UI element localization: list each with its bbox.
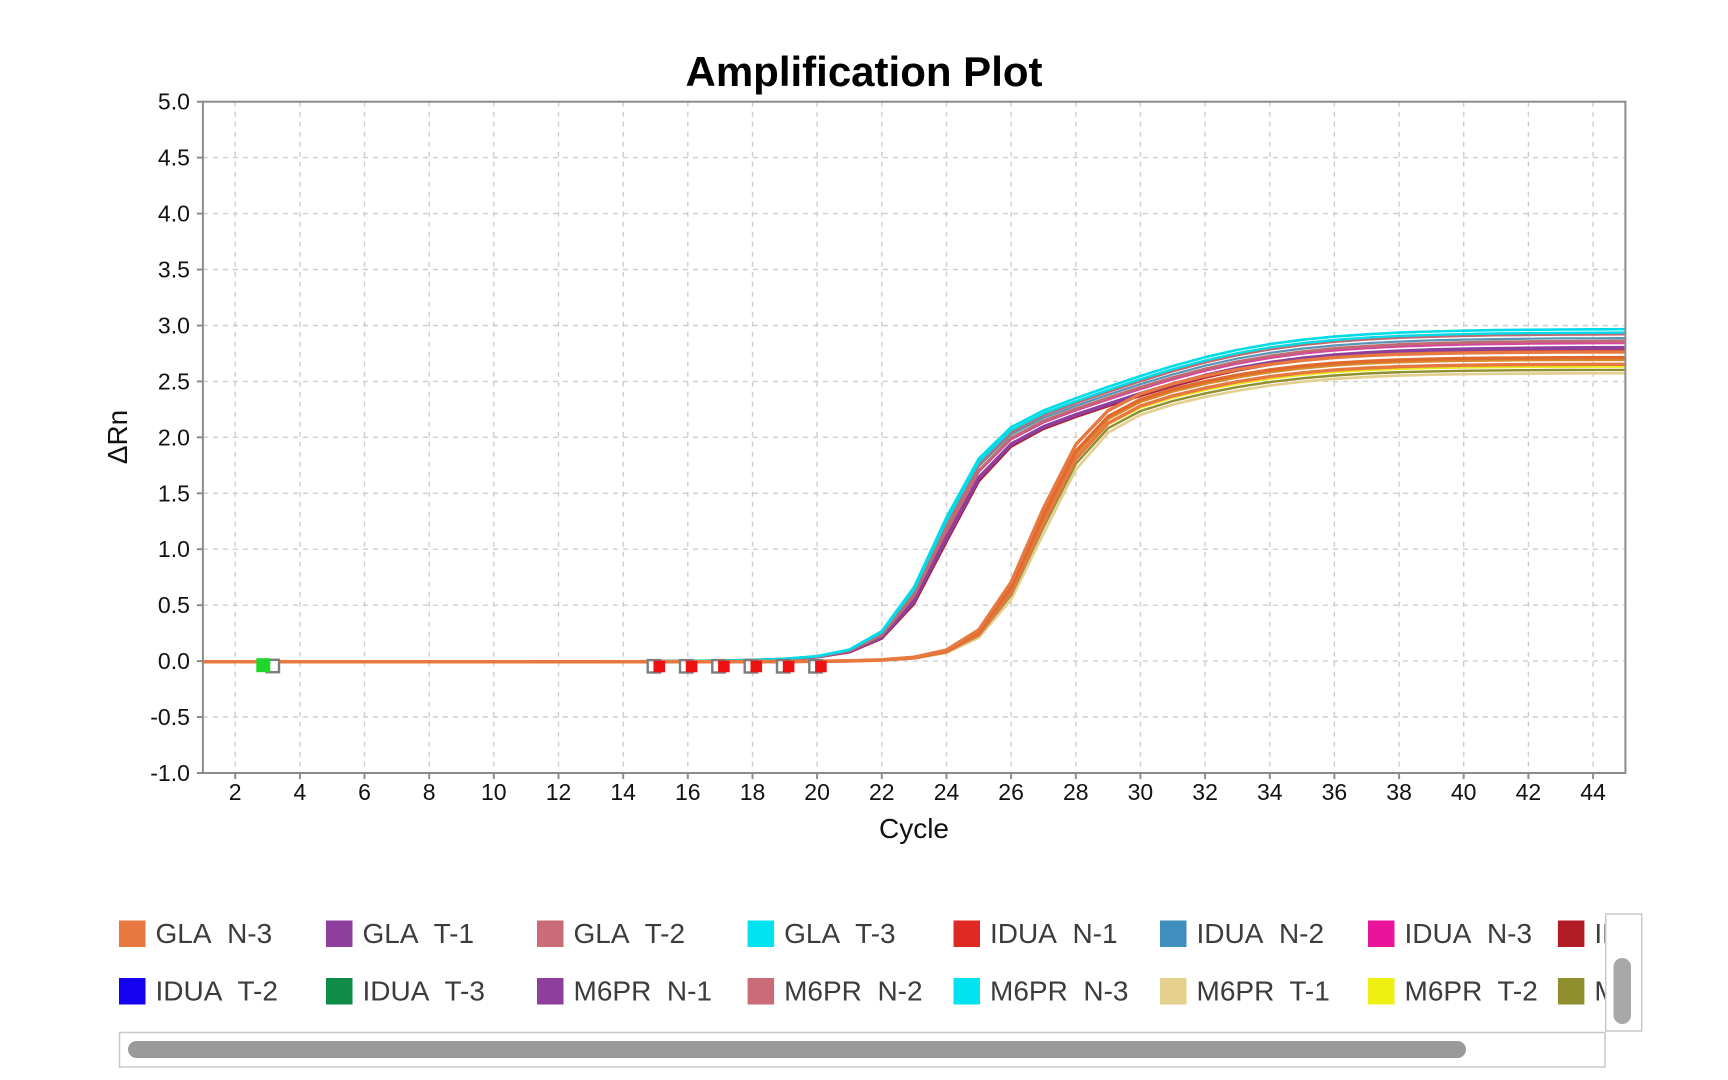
svg-text:IDUA T-2: IDUA T-2 — [156, 976, 278, 1007]
svg-text:36: 36 — [1322, 779, 1348, 805]
svg-text:-1.0: -1.0 — [150, 760, 190, 786]
svg-text:20: 20 — [804, 779, 830, 805]
svg-text:M6PR N-1: M6PR N-1 — [574, 976, 712, 1007]
svg-text:3.5: 3.5 — [158, 257, 190, 283]
svg-text:IDUA T-3: IDUA T-3 — [363, 976, 485, 1007]
svg-text:0.0: 0.0 — [158, 648, 190, 674]
svg-text:4.5: 4.5 — [158, 145, 190, 171]
svg-text:-0.5: -0.5 — [150, 704, 190, 730]
svg-text:28: 28 — [1063, 779, 1089, 805]
svg-text:M6PR N-2: M6PR N-2 — [784, 976, 922, 1007]
svg-text:14: 14 — [610, 779, 636, 805]
svg-text:M6PR T-3: M6PR T-3 — [1594, 976, 1727, 1007]
svg-text:32: 32 — [1192, 779, 1218, 805]
svg-text:1.0: 1.0 — [158, 536, 190, 562]
svg-text:GLA T-1: GLA T-1 — [363, 918, 475, 949]
svg-text:Cycle: Cycle — [879, 813, 949, 844]
svg-text:30: 30 — [1128, 779, 1154, 805]
svg-text:16: 16 — [675, 779, 701, 805]
svg-text:4.0: 4.0 — [158, 201, 190, 227]
svg-text:2.0: 2.0 — [158, 424, 190, 450]
svg-text:10: 10 — [481, 779, 507, 805]
svg-text:4: 4 — [294, 779, 307, 805]
svg-text:18: 18 — [740, 779, 766, 805]
svg-text:IDUA N-3: IDUA N-3 — [1405, 918, 1533, 949]
svg-text:6: 6 — [358, 779, 371, 805]
svg-text:38: 38 — [1386, 779, 1412, 805]
svg-text:24: 24 — [934, 779, 960, 805]
svg-text:IDUA N-2: IDUA N-2 — [1197, 918, 1325, 949]
svg-text:12: 12 — [546, 779, 572, 805]
svg-text:GLA T-2: GLA T-2 — [574, 918, 686, 949]
svg-text:M6PR T-1: M6PR T-1 — [1197, 976, 1330, 1007]
svg-text:M6PR N-3: M6PR N-3 — [990, 976, 1128, 1007]
svg-text:22: 22 — [869, 779, 895, 805]
svg-text:1.5: 1.5 — [158, 480, 190, 506]
svg-text:8: 8 — [423, 779, 436, 805]
svg-text:44: 44 — [1580, 779, 1606, 805]
svg-text:3.0: 3.0 — [158, 313, 190, 339]
svg-text:2.5: 2.5 — [158, 368, 190, 394]
svg-text:M6PR T-2: M6PR T-2 — [1405, 976, 1538, 1007]
svg-text:40: 40 — [1451, 779, 1477, 805]
svg-text:ΔRn: ΔRn — [102, 410, 133, 465]
svg-text:0.5: 0.5 — [158, 592, 190, 618]
svg-text:IDUA N-1: IDUA N-1 — [990, 918, 1118, 949]
svg-text:Amplification Plot: Amplification Plot — [686, 48, 1043, 95]
svg-text:42: 42 — [1516, 779, 1542, 805]
svg-text:5.0: 5.0 — [158, 89, 190, 115]
svg-text:34: 34 — [1257, 779, 1283, 805]
svg-text:GLA T-3: GLA T-3 — [784, 918, 896, 949]
svg-text:IDUA T-1: IDUA T-1 — [1594, 918, 1716, 949]
svg-text:26: 26 — [998, 779, 1024, 805]
svg-text:GLA N-3: GLA N-3 — [156, 918, 273, 949]
svg-text:2: 2 — [229, 779, 242, 805]
